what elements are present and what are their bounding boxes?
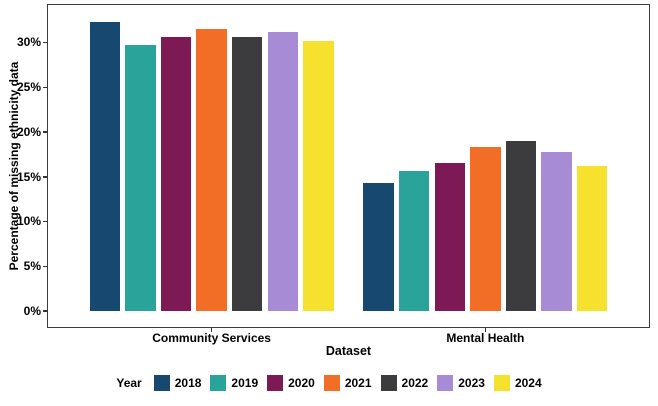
y-tick-mark — [43, 131, 47, 133]
y-tick-mark — [43, 310, 47, 312]
legend-item-2023: 2023 — [437, 375, 485, 391]
legend-swatch-2019 — [210, 375, 227, 391]
y-tick-mark — [43, 265, 47, 268]
x-tick-mark — [484, 328, 487, 332]
y-tick-label: 15% — [16, 169, 41, 184]
bar-2020-mental-health — [434, 163, 466, 311]
bar-2020-community-services — [160, 37, 192, 311]
bar-2019-community-services — [125, 45, 156, 311]
y-tick-label: 5% — [23, 259, 41, 274]
legend-label-2022: 2022 — [401, 376, 429, 390]
y-tick-mark — [43, 86, 47, 89]
x-tick-label-community-services: Community Services — [152, 331, 271, 345]
legend-swatch-2023 — [437, 375, 454, 391]
bar-2024-mental-health — [576, 166, 608, 311]
y-tick-mark — [43, 220, 47, 223]
x-tick-label-mental-health: Mental Health — [446, 331, 525, 345]
bar-2023-community-services — [267, 31, 299, 311]
bar-2023-mental-health — [541, 151, 572, 311]
legend-label-2020: 2020 — [288, 376, 315, 390]
bar-2018-mental-health — [363, 183, 394, 311]
legend-item-2020: 2020 — [267, 375, 315, 391]
y-tick-label: 0% — [23, 303, 41, 318]
legend-label-2023: 2023 — [458, 376, 485, 390]
legend-item-2021: 2021 — [323, 375, 372, 391]
bar-2021-community-services — [196, 29, 227, 311]
legend-label-2021: 2021 — [344, 376, 372, 390]
legend-swatch-2022 — [380, 375, 397, 391]
y-tick-mark — [43, 41, 47, 44]
legend-label-2019: 2019 — [231, 376, 259, 390]
legend-swatch-2018 — [153, 375, 170, 391]
y-axis-title: Percentage of missing ethnicity data — [7, 61, 21, 271]
legend-item-2024: 2024 — [493, 375, 542, 391]
y-tick-mark — [43, 176, 47, 178]
bar-2022-community-services — [231, 37, 263, 311]
y-tick-label: 20% — [16, 124, 41, 139]
legend-swatch-2020 — [267, 375, 284, 391]
bar-2022-mental-health — [505, 140, 537, 311]
legend-swatch-2024 — [493, 375, 510, 391]
y-tick-label: 30% — [16, 35, 41, 50]
x-axis-title: Dataset — [325, 344, 372, 358]
x-tick-mark — [210, 328, 213, 332]
bar-2018-community-services — [89, 21, 121, 311]
legend-swatch-2021 — [323, 375, 340, 391]
bar-2024-community-services — [303, 40, 334, 311]
bar-2019-mental-health — [398, 171, 430, 311]
legend-title: Year — [116, 376, 142, 390]
legend-item-2022: 2022 — [380, 375, 429, 391]
legend-label-2018: 2018 — [174, 376, 202, 390]
y-tick-label: 10% — [16, 214, 41, 229]
y-tick-label: 25% — [16, 80, 41, 95]
legend-label-2024: 2024 — [514, 376, 542, 390]
bar-2021-mental-health — [470, 147, 501, 311]
legend: Year 2018 2019 2020 2021 2022 2023 2024 — [0, 371, 658, 395]
legend-item-2019: 2019 — [210, 375, 258, 391]
legend-item-2018: 2018 — [153, 375, 202, 391]
